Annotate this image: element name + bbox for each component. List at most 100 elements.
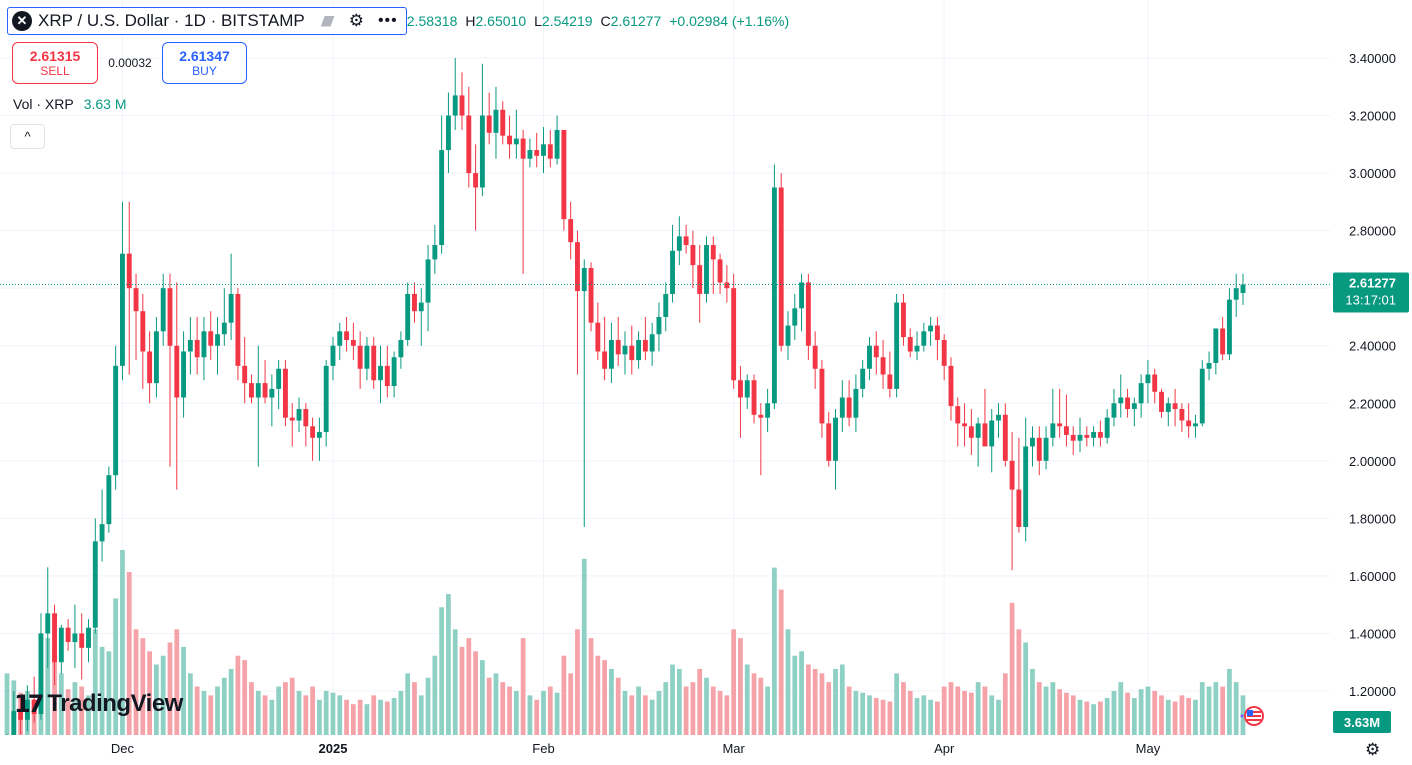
- buy-price: 2.61347: [179, 48, 230, 64]
- volume-bar: [1043, 686, 1049, 735]
- volume-bar: [873, 698, 879, 735]
- volume-bar: [907, 690, 913, 735]
- symbol-selector[interactable]: ✕ XRP / U.S. Dollar · 1D · BITSTAMP ⚙ ••…: [7, 7, 407, 35]
- volume-bar: [283, 682, 288, 735]
- volume-bar: [1050, 682, 1056, 735]
- volume-bar: [86, 695, 91, 735]
- high-key: H: [465, 13, 476, 29]
- volume-bar: [792, 655, 798, 735]
- volume-bar: [1152, 690, 1158, 735]
- volume-bar: [826, 682, 832, 735]
- volume-bar: [690, 682, 696, 735]
- candle-body: [316, 432, 322, 438]
- gear-settings-icon[interactable]: ⚙: [1365, 740, 1381, 759]
- volume-bar: [812, 668, 818, 735]
- collapse-legend-button[interactable]: ^: [10, 124, 45, 149]
- volume-bar: [738, 638, 743, 735]
- volume-bar: [547, 686, 553, 735]
- candle-body: [412, 293, 417, 312]
- volume-bar: [697, 668, 703, 735]
- price-tick-label: 1.80000: [1349, 511, 1396, 526]
- volume-bar: [72, 682, 78, 735]
- close-x-icon[interactable]: ✕: [12, 11, 32, 31]
- candle-body: [1016, 489, 1022, 527]
- volume-bar: [378, 699, 383, 735]
- price-axis[interactable]: 3.400003.200003.000002.800002.600002.400…: [1330, 0, 1412, 765]
- candle-body: [18, 711, 24, 720]
- volume-bar: [717, 690, 723, 735]
- candle-body: [826, 423, 832, 461]
- candle-body: [914, 345, 920, 352]
- volume-bar: [860, 692, 866, 735]
- candle-body: [575, 242, 580, 292]
- volume-bar: [1104, 698, 1110, 735]
- candle-body: [330, 345, 336, 366]
- candle-body: [676, 236, 682, 251]
- sell-button[interactable]: 2.61315 SELL: [12, 42, 98, 84]
- volume-bar: [622, 690, 628, 735]
- gear-icon[interactable]: ⚙: [348, 11, 364, 30]
- volume-bar: [642, 695, 648, 735]
- candle-body: [731, 288, 737, 381]
- volume-bar: [568, 673, 574, 735]
- volume-bar: [337, 695, 343, 735]
- tradingview-text: TradingView: [47, 690, 183, 717]
- volume-bar: [405, 673, 411, 735]
- candle-body: [839, 397, 845, 418]
- volume-legend[interactable]: Vol · XRP 3.63 M: [13, 96, 127, 112]
- candle-body: [1131, 403, 1137, 410]
- candle-body: [364, 345, 370, 369]
- candle-body: [113, 365, 119, 476]
- candle-body: [948, 365, 954, 407]
- candle-body: [140, 311, 146, 352]
- volume-bar: [249, 682, 254, 735]
- candle-body: [432, 245, 438, 260]
- price-tick-label: 2.80000: [1349, 224, 1396, 239]
- volume-bar: [364, 704, 370, 735]
- us-flag-events-icon[interactable]: [1236, 704, 1272, 728]
- volume-bar: [778, 589, 784, 735]
- volume-bar: [1091, 704, 1096, 735]
- volume-label: Vol · XRP: [13, 96, 74, 112]
- volume-bar: [1118, 682, 1124, 735]
- more-icon[interactable]: •••: [377, 12, 398, 29]
- candle-body: [357, 345, 363, 369]
- volume-bar: [235, 655, 241, 735]
- candle-body: [955, 406, 961, 424]
- last-price-line: 2.61277 13:17:01 3.63M: [0, 272, 1409, 733]
- volume-bar: [1159, 695, 1164, 735]
- candle-body: [1043, 437, 1049, 461]
- candle-body: [45, 613, 51, 634]
- time-tick-label: 2025: [319, 741, 348, 756]
- volume-bar: [1098, 701, 1103, 735]
- time-axis-background: [0, 735, 1330, 765]
- candle-body: [1206, 362, 1212, 369]
- candle-body: [181, 351, 187, 398]
- candle-body: [1057, 423, 1063, 427]
- candle-body: [24, 699, 30, 720]
- volume-bar: [262, 695, 268, 735]
- volume-bar: [221, 677, 227, 735]
- candle-body: [1179, 409, 1185, 421]
- candle-body: [941, 339, 947, 366]
- buy-button[interactable]: 2.61347 BUY: [162, 42, 247, 84]
- time-axis[interactable]: Dec 2025 Feb Mar Apr May: [0, 735, 1330, 765]
- eye-icon[interactable]: [320, 15, 335, 27]
- candle-body: [405, 293, 411, 340]
- time-tick-label: Feb: [532, 741, 554, 756]
- price-axis-background: [1330, 0, 1412, 765]
- time-tick-label: Dec: [111, 741, 135, 756]
- volume-bar: [140, 638, 146, 735]
- price-tick-label: 1.40000: [1349, 626, 1396, 641]
- tradingview-logo[interactable]: 17 TradingView: [14, 690, 183, 718]
- volume-bar: [228, 668, 234, 735]
- candle-body: [479, 115, 485, 188]
- candle-body: [459, 95, 465, 116]
- last-price-label: 2.61277: [1349, 276, 1396, 291]
- volume-bar: [1193, 699, 1198, 735]
- candle-body: [649, 334, 655, 352]
- sell-price: 2.61315: [29, 48, 81, 64]
- candle-body: [344, 331, 350, 340]
- candle-body: [554, 129, 560, 159]
